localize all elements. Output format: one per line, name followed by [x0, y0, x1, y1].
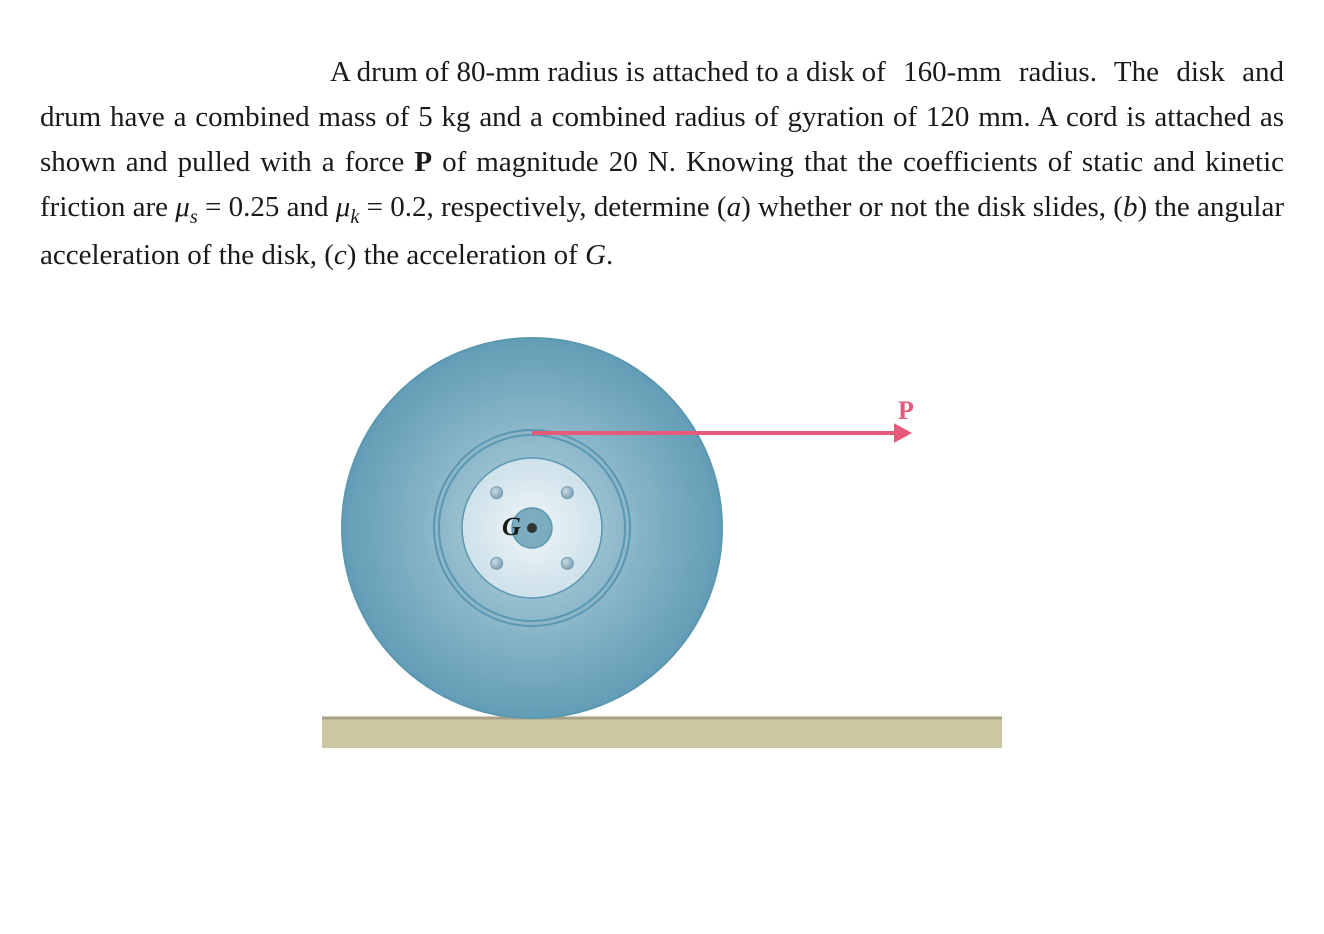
- diagram: GP: [322, 328, 1002, 768]
- bolt: [561, 557, 573, 569]
- mu-s-subscript: s: [190, 206, 198, 228]
- diagram-container: GP: [40, 328, 1284, 768]
- part-c-label: c: [334, 239, 347, 271]
- force-arrow-head: [894, 423, 912, 443]
- mu-s-symbol: μ: [175, 191, 190, 223]
- diagram-svg: GP: [322, 328, 1002, 768]
- part-a-label: a: [727, 191, 742, 223]
- mu-s-value: = 0.25 and: [198, 191, 336, 223]
- p-label: P: [898, 396, 914, 425]
- g-label: G: [502, 512, 521, 541]
- text-end: .: [606, 239, 613, 271]
- bolt: [491, 557, 503, 569]
- part-c-text: ) the acceleration of: [347, 239, 585, 271]
- mu-k-subscript: k: [350, 206, 359, 228]
- bolt: [491, 487, 503, 499]
- ground: [322, 718, 1002, 748]
- problem-text: A drum of 80-mm radius is attached to a …: [40, 50, 1284, 278]
- mu-k-value: = 0.2, respectively, determine (: [359, 191, 726, 223]
- part-b-label: b: [1123, 191, 1138, 223]
- point-g-label: G: [585, 239, 606, 271]
- first-line: A drum of 80-mm radius is attached to a …: [40, 50, 886, 95]
- mu-k-symbol: μ: [336, 191, 351, 223]
- bolt: [561, 487, 573, 499]
- force-symbol: P: [414, 146, 432, 178]
- part-a-text: ) whether or not the disk slides, (: [741, 191, 1123, 223]
- center-dot: [527, 523, 537, 533]
